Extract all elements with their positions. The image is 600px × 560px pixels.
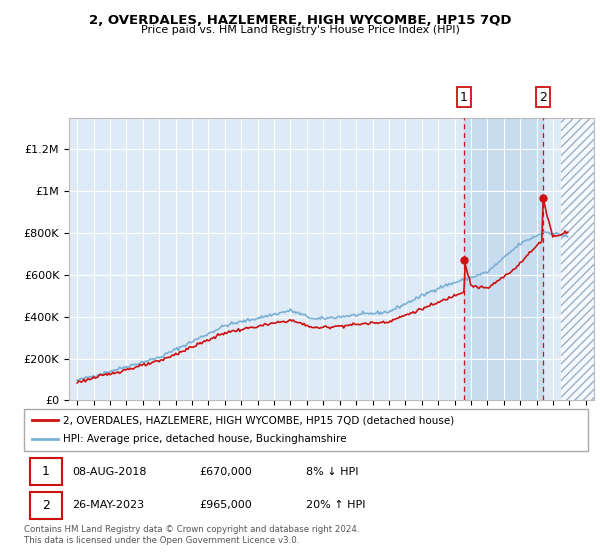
FancyBboxPatch shape bbox=[24, 409, 588, 451]
Text: Price paid vs. HM Land Registry's House Price Index (HPI): Price paid vs. HM Land Registry's House … bbox=[140, 25, 460, 35]
FancyBboxPatch shape bbox=[29, 492, 62, 519]
Bar bbox=[561, 118, 594, 400]
Text: Contains HM Land Registry data © Crown copyright and database right 2024.
This d: Contains HM Land Registry data © Crown c… bbox=[24, 525, 359, 545]
Text: 2: 2 bbox=[539, 91, 547, 104]
Text: 20% ↑ HPI: 20% ↑ HPI bbox=[306, 500, 365, 510]
FancyBboxPatch shape bbox=[29, 458, 62, 486]
Text: 2: 2 bbox=[42, 499, 50, 512]
Text: £965,000: £965,000 bbox=[199, 500, 251, 510]
Text: 1: 1 bbox=[42, 465, 50, 478]
Text: £670,000: £670,000 bbox=[199, 467, 251, 477]
Text: 8% ↓ HPI: 8% ↓ HPI bbox=[306, 467, 359, 477]
Text: HPI: Average price, detached house, Buckinghamshire: HPI: Average price, detached house, Buck… bbox=[64, 435, 347, 445]
Text: 26-MAY-2023: 26-MAY-2023 bbox=[72, 500, 144, 510]
Bar bbox=[464, 118, 543, 400]
Bar bbox=[561, 118, 594, 400]
Text: 2, OVERDALES, HAZLEMERE, HIGH WYCOMBE, HP15 7QD: 2, OVERDALES, HAZLEMERE, HIGH WYCOMBE, H… bbox=[89, 14, 511, 27]
Text: 08-AUG-2018: 08-AUG-2018 bbox=[72, 467, 146, 477]
Text: 1: 1 bbox=[460, 91, 468, 104]
Text: 2, OVERDALES, HAZLEMERE, HIGH WYCOMBE, HP15 7QD (detached house): 2, OVERDALES, HAZLEMERE, HIGH WYCOMBE, H… bbox=[64, 415, 455, 425]
